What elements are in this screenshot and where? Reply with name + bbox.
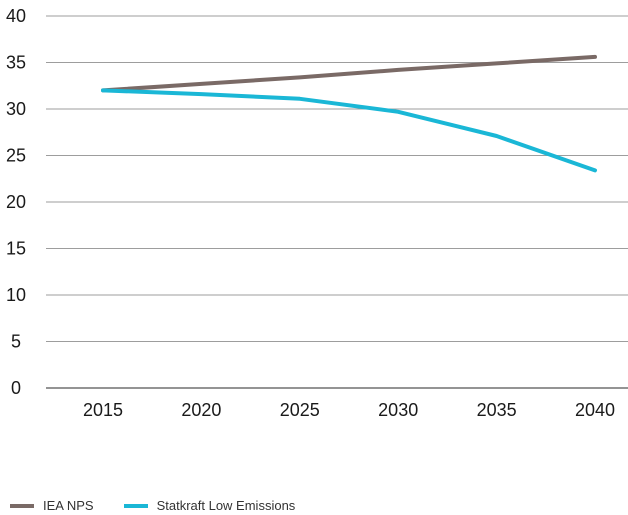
x-tick-label-2040: 2040: [575, 400, 615, 420]
legend-item-iea-nps: IEA NPS: [10, 498, 94, 513]
legend-label-statkraft-low-emissions: Statkraft Low Emissions: [156, 498, 296, 513]
y-tick-label-30: 30: [6, 99, 26, 119]
y-tick-label-10: 10: [6, 285, 26, 305]
series-line-statkraft-low-emissions: [101, 88, 597, 173]
y-tick-label-25: 25: [6, 146, 26, 166]
y-axis: 0 5 10 15 20 25 30 35 40: [6, 6, 26, 398]
legend-swatch-statkraft-low-emissions: [123, 503, 148, 508]
x-tick-label-2015: 2015: [83, 400, 123, 420]
legend: IEA NPS Statkraft Low Emissions: [10, 498, 325, 513]
y-tick-label-0: 0: [11, 378, 21, 398]
y-tick-label-20: 20: [6, 192, 26, 212]
y-tick-label-35: 35: [6, 53, 26, 73]
series-line-iea-nps: [101, 54, 597, 93]
y-tick-label-40: 40: [6, 6, 26, 26]
legend-swatch-iea-nps: [10, 503, 34, 508]
y-tick-label-5: 5: [11, 332, 21, 352]
legend-label-iea-nps: IEA NPS: [43, 498, 94, 513]
gridlines: [46, 15, 628, 389]
x-tick-label-2030: 2030: [378, 400, 418, 420]
x-tick-label-2025: 2025: [280, 400, 320, 420]
series-lines: [101, 54, 597, 173]
x-tick-label-2020: 2020: [181, 400, 221, 420]
legend-item-statkraft-low-emissions: Statkraft Low Emissions: [123, 498, 296, 513]
y-tick-label-15: 15: [6, 239, 26, 259]
x-tick-label-2035: 2035: [477, 400, 517, 420]
x-axis: 2015 2020 2025 2030 2035 2040: [83, 400, 615, 420]
